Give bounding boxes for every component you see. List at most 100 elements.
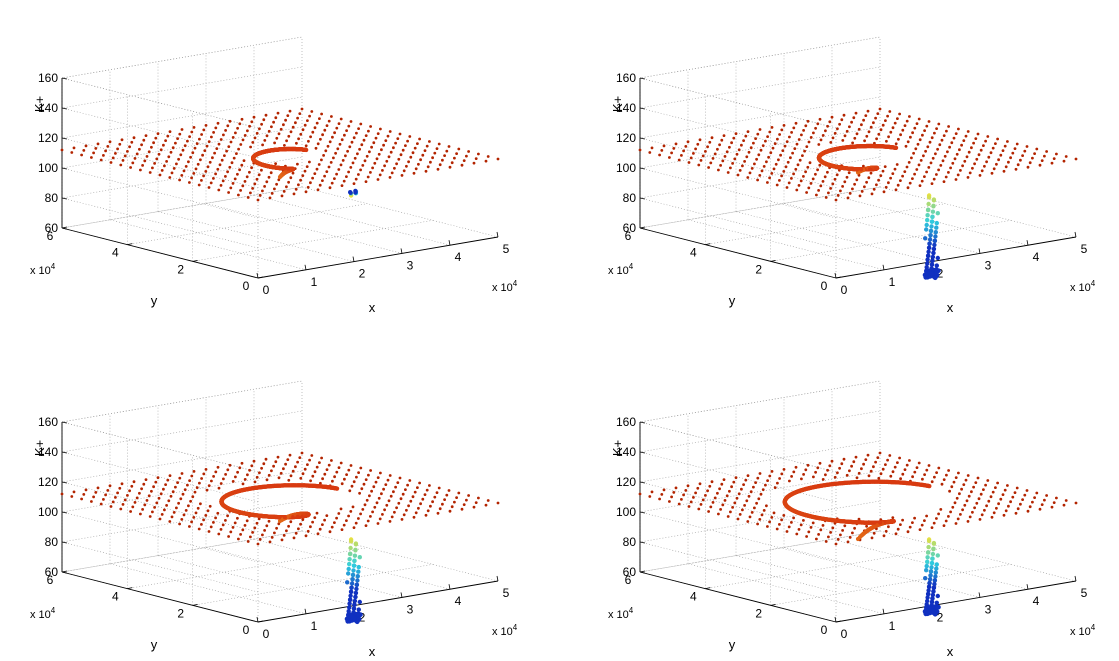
plane-point: [735, 152, 739, 156]
plane-point: [973, 506, 976, 510]
plane-point: [220, 158, 224, 162]
plane-point: [352, 480, 356, 484]
plane-point: [145, 499, 149, 502]
plane-point: [1074, 501, 1078, 505]
plane-point: [436, 167, 440, 171]
plane-point: [404, 144, 407, 148]
plane-point: [819, 184, 823, 188]
plane-point: [841, 529, 844, 532]
plane-point: [255, 521, 259, 525]
data-points: [60, 451, 500, 625]
floor-grid-x: [205, 203, 403, 254]
plane-point: [973, 162, 976, 166]
plane-point: [304, 534, 308, 538]
plane-point: [200, 179, 203, 182]
drip-point: [348, 190, 353, 195]
drip-point: [927, 237, 933, 242]
plane-point: [104, 149, 107, 153]
plane-point: [337, 122, 341, 125]
plane-point: [300, 451, 304, 455]
plane-point: [343, 477, 346, 481]
plane-point: [1045, 150, 1048, 153]
plane-point: [195, 486, 199, 489]
plane-point: [406, 139, 409, 143]
plane-point: [448, 509, 452, 513]
plane-point: [985, 160, 988, 164]
plane-point: [305, 165, 309, 169]
plane-point: [164, 139, 168, 143]
y-tick-mark: [639, 226, 646, 229]
plane-point: [231, 182, 235, 185]
plane-point: [246, 540, 250, 543]
plane-point: [203, 149, 207, 153]
plane-point: [734, 132, 738, 136]
multiplier-exponent: 4: [629, 262, 634, 271]
plane-point: [848, 125, 851, 129]
plane-point: [855, 476, 859, 480]
z-tick-label: 120: [38, 475, 58, 489]
plane-point: [699, 159, 703, 162]
plane-point: [187, 160, 190, 164]
floor-grid-x: [879, 530, 1077, 582]
y-tick-mark: [705, 587, 711, 590]
plane-point: [72, 146, 76, 150]
y-tick-mark: [257, 276, 264, 279]
x-tick-label: 3: [985, 258, 992, 272]
plane-point: [851, 141, 854, 145]
plane-point: [384, 483, 388, 486]
plane-point: [707, 166, 710, 169]
x-tick-label: 3: [407, 258, 414, 272]
plane-point: [817, 143, 821, 146]
floor-grid-y: [192, 564, 433, 606]
plane-point: [775, 527, 779, 531]
plane-point: [906, 140, 910, 144]
plane-point: [84, 488, 88, 492]
plane-point: [340, 184, 344, 188]
plane-point: [905, 119, 909, 123]
z-tick-label: 120: [38, 131, 58, 145]
plane-point: [214, 126, 218, 130]
plane-point: [877, 178, 880, 182]
plane-point: [367, 473, 370, 477]
x-tick-label: 5: [1081, 242, 1088, 256]
drip-point: [354, 582, 359, 587]
plane-point: [126, 494, 129, 497]
plane-point: [170, 515, 174, 519]
x-tick-mark: [1074, 231, 1077, 238]
plane-point: [896, 461, 899, 464]
z-tick-mark: [61, 197, 68, 200]
plane-point: [719, 508, 722, 511]
drip-blob-point: [345, 615, 351, 621]
plane-point: [670, 151, 673, 155]
plane-point: [92, 495, 95, 499]
plane-point: [347, 170, 350, 174]
plane-point: [841, 139, 845, 142]
plane-point: [208, 504, 212, 508]
plane-point: [756, 132, 760, 136]
drip-point: [933, 230, 938, 235]
plane-point: [1007, 504, 1010, 508]
plane-point: [352, 526, 356, 529]
plane-point: [243, 180, 247, 183]
plane-point: [411, 495, 415, 499]
multiplier-exponent: 4: [1091, 279, 1096, 288]
plane-point: [753, 162, 756, 166]
depression-point: [858, 144, 864, 149]
plane-point: [982, 488, 985, 491]
plane-point: [150, 145, 153, 149]
plane-point: [153, 506, 157, 509]
plane-point: [135, 152, 139, 156]
plane-point: [836, 127, 839, 131]
depression-point: [297, 147, 302, 152]
plane-point: [785, 140, 789, 144]
plane-point: [197, 527, 201, 531]
plane-point: [226, 514, 230, 518]
plane-point: [901, 174, 904, 178]
plane-point: [734, 476, 738, 479]
plane-point: [287, 134, 291, 138]
plane-point: [315, 167, 319, 171]
drip-point: [348, 545, 353, 551]
plane-point: [217, 532, 221, 536]
plane-point: [141, 164, 145, 167]
plane-point: [339, 163, 343, 167]
